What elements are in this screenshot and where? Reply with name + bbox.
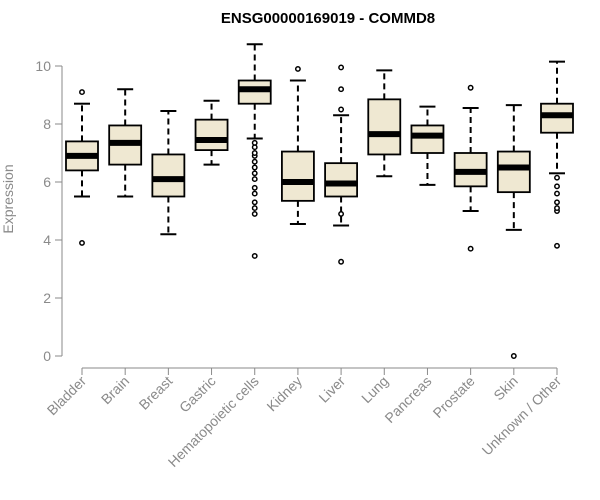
outlier-point: [554, 199, 560, 206]
iqr-box: [324, 162, 358, 198]
x-tick-label: Bladder: [44, 373, 90, 419]
outlier-point: [554, 205, 560, 212]
y-tick-label: 0: [43, 348, 51, 364]
x-tick-label: Skin: [490, 373, 521, 404]
y-tick-label: 4: [43, 232, 51, 248]
y-tick-label: 8: [43, 116, 51, 132]
outlier-point: [251, 164, 258, 171]
iqr-box: [151, 153, 186, 198]
outlier-point: [338, 64, 345, 71]
y-tick-label: 2: [43, 290, 51, 306]
x-tick-label: Pancreas: [381, 373, 434, 426]
outlier-point: [554, 183, 560, 190]
outlier-point: [251, 150, 258, 156]
iqr-box: [194, 118, 229, 152]
x-tick-label: Unknown / Other: [479, 373, 565, 459]
outlier-point: [251, 253, 258, 259]
box-0: [65, 89, 99, 246]
outlier-point: [554, 190, 560, 197]
x-tick-label: Gastric: [176, 373, 219, 416]
outlier-point: [251, 190, 258, 197]
box-6: [324, 64, 358, 265]
outlier-point: [251, 199, 258, 206]
outlier-point: [251, 170, 258, 177]
boxes: [65, 43, 574, 359]
x-tick-label: Brain: [98, 373, 132, 407]
box-3: [194, 99, 229, 166]
y-tick-label: 6: [43, 174, 51, 190]
outlier-point: [251, 205, 258, 212]
y-tick-label: 10: [35, 58, 51, 74]
chart-title: ENSG00000169019 - COMMD8: [221, 10, 435, 27]
outlier-point: [79, 89, 85, 96]
x-tick-label: Prostate: [430, 373, 478, 421]
outlier-point: [338, 106, 345, 113]
box-7: [367, 69, 402, 178]
outlier-point: [251, 210, 258, 217]
iqr-box: [281, 150, 315, 202]
iqr-box: [410, 124, 445, 154]
outlier-point: [251, 184, 258, 191]
outlier-point: [251, 158, 258, 165]
box-9: [453, 84, 488, 252]
outlier-point: [338, 86, 345, 93]
outlier-point: [294, 65, 301, 72]
outlier-point: [79, 239, 85, 246]
box-5: [281, 65, 315, 226]
box-4: [237, 43, 272, 259]
outlier-point: [251, 176, 258, 183]
outlier-point: [510, 353, 517, 359]
box-11: [540, 60, 574, 249]
outlier-point: [467, 245, 474, 252]
axes: 0 2 4 6 8 10: [35, 58, 558, 375]
iqr-box: [367, 98, 402, 156]
outlier-point: [554, 174, 560, 181]
box-10: [496, 104, 531, 359]
outlier-point: [251, 139, 258, 146]
outlier-point: [467, 84, 474, 91]
box-8: [410, 105, 445, 186]
x-tick-label: Lung: [358, 373, 391, 406]
outlier-point: [338, 258, 345, 265]
outlier-point: [554, 242, 560, 249]
outlier-point: [338, 210, 345, 217]
x-tick-label: Breast: [136, 373, 176, 413]
x-tick-label: Liver: [315, 373, 348, 406]
iqr-box: [496, 150, 531, 194]
box-2: [151, 109, 186, 236]
box-1: [108, 88, 143, 198]
x-tick-label: Kidney: [263, 373, 305, 415]
y-axis-label: Expression: [0, 164, 16, 233]
